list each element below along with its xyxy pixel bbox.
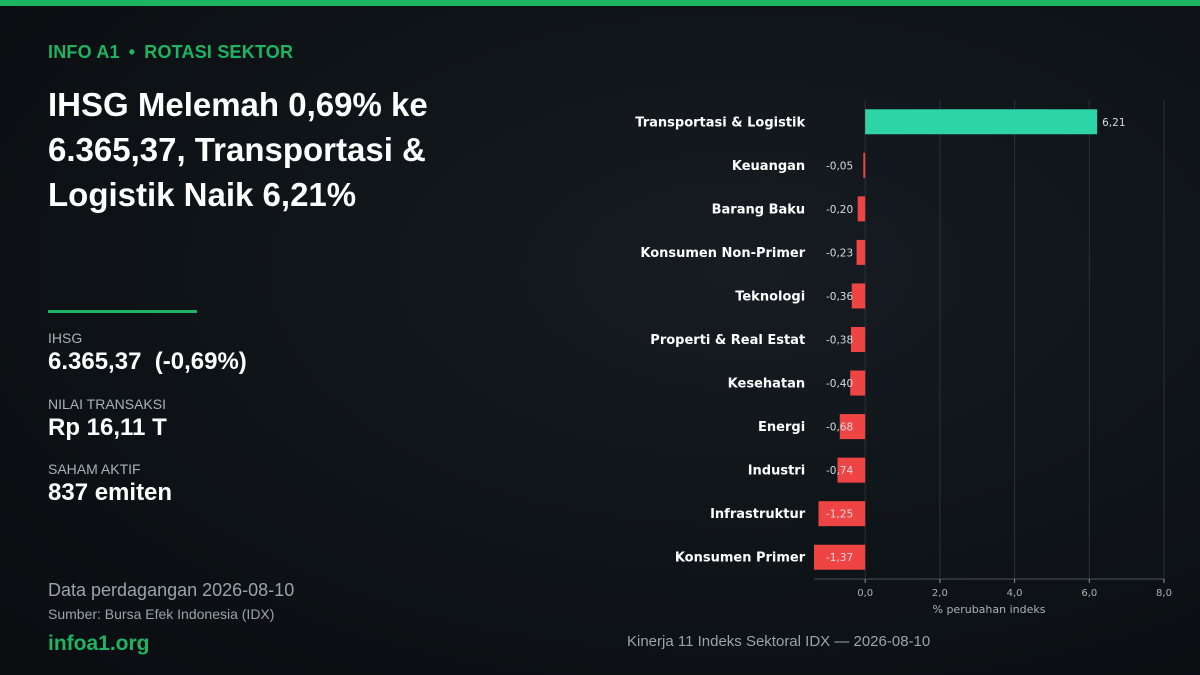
sector-bar-chart: 0,0 2,0 4,0 6,0 8,0 % perubahan indeks Transpo… bbox=[635, 100, 1172, 616]
value-label: -0,38 bbox=[826, 335, 853, 347]
stat-transaction-value: Rp 16,11 T bbox=[48, 414, 167, 441]
x-tick-label: 0,0 bbox=[857, 588, 873, 599]
footer-date: Data perdagangan 2026-08-10 bbox=[48, 580, 295, 600]
bar bbox=[814, 544, 866, 570]
value-label: -1,25 bbox=[826, 509, 853, 521]
top-accent-bar bbox=[0, 0, 1200, 6]
bar bbox=[856, 239, 866, 265]
bar bbox=[839, 414, 866, 440]
value-label: -1,37 bbox=[826, 552, 853, 564]
stat-active-value: 837 emiten bbox=[48, 479, 173, 506]
x-tick-label: 2,0 bbox=[932, 588, 948, 599]
stat-ihsg-value: 6.365,37 (-0,69%) bbox=[48, 348, 247, 375]
value-label: -0,68 bbox=[826, 422, 853, 434]
value-label: -0,23 bbox=[826, 247, 853, 259]
value-label: -0,74 bbox=[826, 465, 853, 477]
bar bbox=[851, 283, 866, 309]
footer-source: Sumber: Bursa Efek Indonesia (IDX) bbox=[48, 606, 275, 622]
bar bbox=[865, 109, 1098, 135]
category-label: Transportasi & Logistik bbox=[635, 115, 805, 130]
divider bbox=[48, 310, 197, 313]
category-label: Konsumen Non-Primer bbox=[640, 246, 805, 261]
bar bbox=[837, 457, 866, 483]
category-label: Kesehatan bbox=[728, 377, 806, 392]
bar bbox=[850, 370, 866, 396]
category-label: Industri bbox=[748, 464, 805, 479]
category-label: Properti & Real Estat bbox=[650, 333, 805, 348]
bar bbox=[863, 152, 866, 178]
x-tick-label: 4,0 bbox=[1007, 588, 1023, 599]
stat-transaction-label: NILAI TRANSAKSI bbox=[48, 396, 167, 412]
value-label: -0,20 bbox=[826, 204, 853, 216]
kicker-section: ROTASI SEKTOR bbox=[144, 42, 294, 62]
x-tick-label: 6,0 bbox=[1081, 588, 1097, 599]
stat-ihsg-label: IHSG bbox=[48, 330, 83, 346]
footer-brand-link[interactable]: infoa1.org bbox=[48, 632, 150, 655]
value-label: -0,40 bbox=[826, 378, 853, 390]
kicker: INFO A1 • ROTASI SEKTOR bbox=[48, 42, 293, 63]
value-label: 6,21 bbox=[1102, 117, 1125, 129]
category-label: Infrastruktur bbox=[710, 507, 806, 522]
x-axis-label: % perubahan indeks bbox=[933, 603, 1046, 616]
chart-caption: Kinerja 11 Indeks Sektoral IDX — 2026-08… bbox=[627, 633, 931, 650]
bar bbox=[818, 501, 866, 527]
stat-active-label: SAHAM AKTIF bbox=[48, 461, 141, 477]
x-tick-label: 8,0 bbox=[1156, 588, 1172, 599]
kicker-separator: • bbox=[128, 42, 136, 62]
category-label: Teknologi bbox=[735, 289, 805, 304]
value-label: -0,05 bbox=[826, 160, 853, 172]
category-label: Konsumen Primer bbox=[675, 551, 806, 566]
category-label: Energi bbox=[758, 420, 805, 435]
bar bbox=[857, 196, 866, 222]
category-label: Keuangan bbox=[732, 159, 805, 174]
kicker-brand: INFO A1 bbox=[48, 42, 120, 62]
headline: IHSG Melemah 0,69% ke 6.365,37, Transpor… bbox=[48, 86, 428, 213]
category-label: Barang Baku bbox=[712, 202, 806, 217]
bar bbox=[850, 327, 866, 352]
value-label: -0,36 bbox=[826, 291, 853, 303]
